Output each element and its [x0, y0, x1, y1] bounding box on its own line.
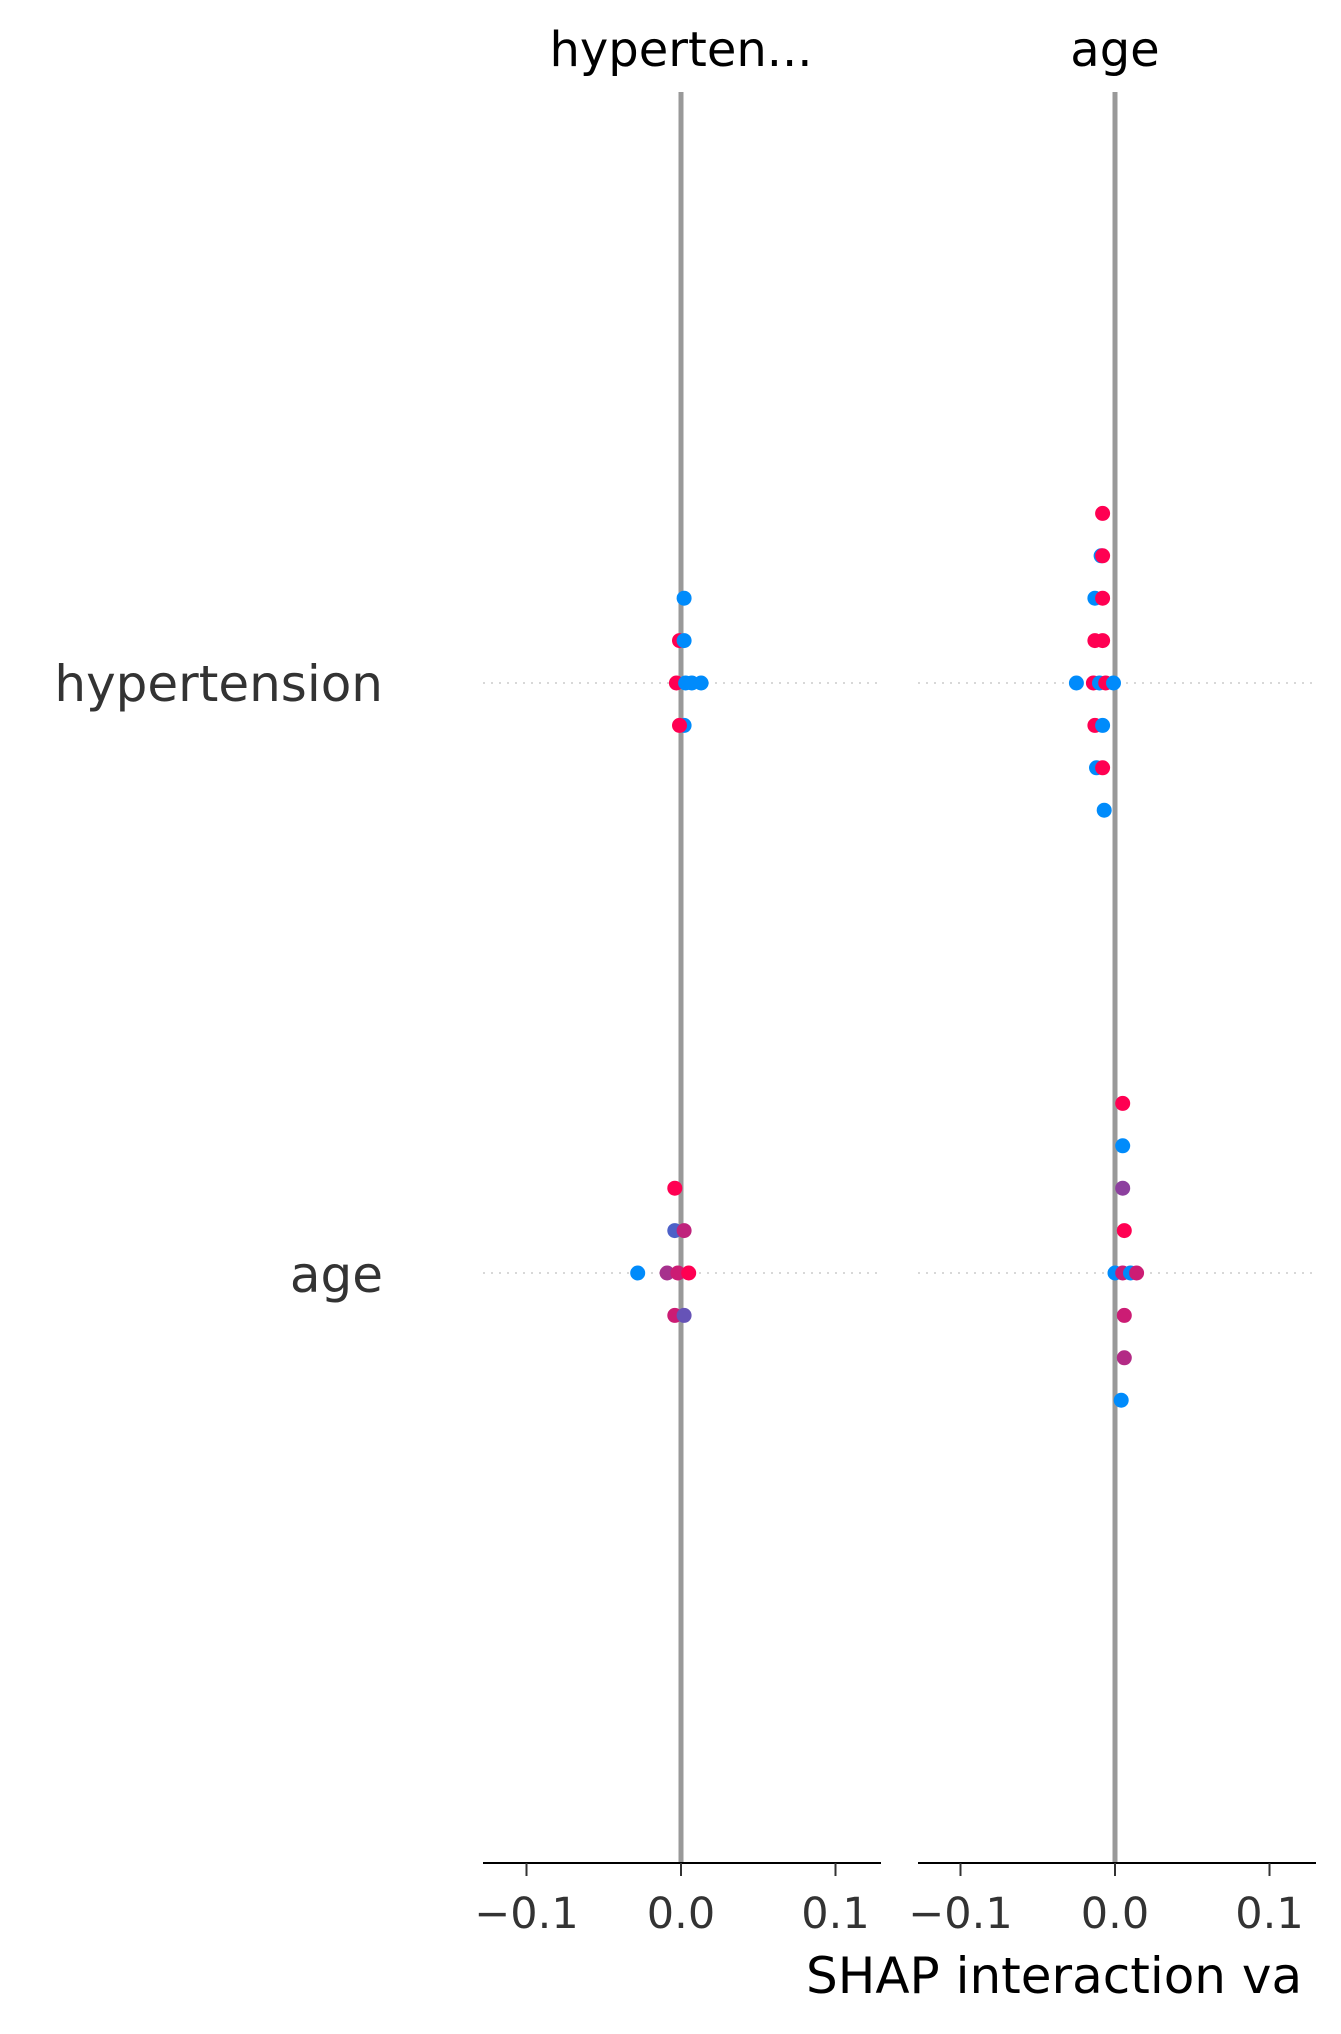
data-point: [1095, 717, 1111, 733]
data-point: [1095, 633, 1111, 649]
data-point: [1113, 1392, 1129, 1408]
panel-title-age: age: [1070, 22, 1159, 78]
data-point: [670, 1265, 686, 1281]
data-point: [1095, 590, 1111, 606]
x-tick-label: −0.1: [908, 1889, 1012, 1939]
data-point: [1129, 1265, 1145, 1281]
x-tick-label: 0.1: [1235, 1889, 1303, 1939]
panels-layer: −0.1 0.0 0.1 −0.1 0.0 0.1: [474, 92, 1316, 1939]
data-point: [1106, 675, 1121, 691]
data-point: [1115, 1180, 1131, 1196]
data-point: [1115, 1138, 1131, 1154]
data-point: [676, 590, 692, 606]
x-tick-label: −0.1: [474, 1889, 578, 1939]
data-point: [676, 1307, 692, 1323]
data-point: [1068, 675, 1084, 691]
x-axis-label: SHAP interaction va: [806, 1947, 1302, 2005]
row-label-hypertension: hypertension: [54, 655, 383, 713]
data-point: [693, 675, 709, 691]
data-point: [676, 1223, 692, 1239]
x-tick-label: 0.0: [647, 1889, 715, 1939]
data-point: [1115, 1095, 1131, 1111]
row-label-age: age: [290, 1246, 383, 1304]
data-point: [681, 1265, 697, 1281]
data-point: [659, 1265, 675, 1281]
data-point: [1116, 1223, 1132, 1239]
data-point: [1096, 802, 1112, 818]
data-point: [1095, 505, 1111, 521]
data-point: [676, 633, 692, 649]
data-point: [667, 1180, 683, 1196]
data-point: [1095, 548, 1111, 564]
data-point: [672, 717, 687, 733]
x-tick-label: 0.1: [801, 1889, 869, 1939]
data-point: [1116, 1350, 1132, 1366]
panel-title-hypertension: hyperten...: [549, 22, 812, 78]
data-point: [630, 1265, 646, 1281]
data-point: [1095, 760, 1111, 776]
data-point: [1116, 1307, 1132, 1323]
x-tick-label: 0.0: [1081, 1889, 1149, 1939]
